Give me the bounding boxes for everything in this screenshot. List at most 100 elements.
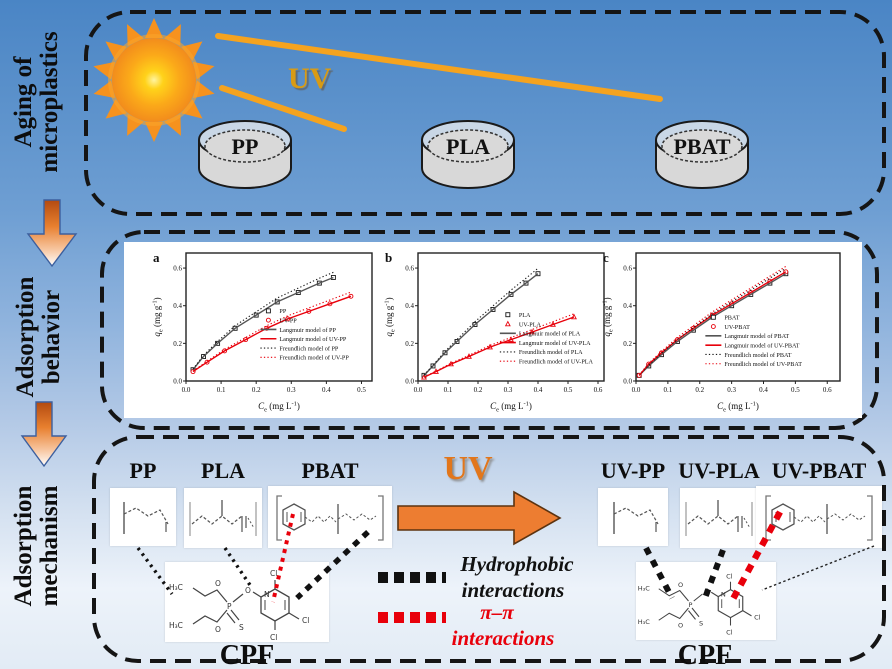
svg-text:0.6: 0.6	[623, 264, 632, 272]
chart-c-pbat-isotherm: 0.0 0.1 0.2 0.3 0.4 0.5 0.6 0.0 0.2 0.4 0.6 Ce (mg …	[602, 250, 841, 414]
svg-text:0.1: 0.1	[664, 386, 673, 394]
section-label-behavior: Adsorption behavior	[12, 247, 71, 427]
atom-cl: Cl	[726, 572, 733, 580]
uv-ray-long	[215, 33, 663, 102]
mechanism-panel-border	[92, 435, 886, 663]
svg-text:0.0: 0.0	[414, 386, 423, 394]
pp-structure-box	[110, 488, 176, 546]
mechanism-label-line2: mechanism	[36, 485, 64, 607]
svg-text:b: b	[385, 250, 392, 265]
svg-text:UV-PP: UV-PP	[279, 317, 297, 324]
svg-text:0.3: 0.3	[287, 386, 296, 394]
atom-s: S	[239, 623, 244, 632]
atom-h3c: H₃C	[638, 585, 651, 593]
atom-n: N	[721, 591, 726, 599]
dish-label-pla: PLA	[446, 134, 490, 159]
charts-panel: 0.0 0.1 0.2 0.3 0.4 0.5 0.0 0.2 0.4 0.6 Ce (mg L-1…	[124, 242, 862, 418]
atom-p: P	[689, 601, 693, 609]
pla-structure-box	[184, 488, 262, 548]
svg-text:Freundlich model of UV-PBAT: Freundlich model of UV-PBAT	[724, 361, 802, 368]
atom-cl: Cl	[270, 569, 277, 578]
svg-text:0.6: 0.6	[823, 386, 832, 394]
uv-pp-label: UV-PP	[600, 458, 666, 483]
svg-text:Langmuir model of PP: Langmuir model of PP	[279, 327, 336, 334]
pla-label: PLA	[201, 458, 245, 483]
atom-cl: Cl	[270, 633, 277, 642]
atom-cl: Cl	[302, 616, 309, 625]
uv-pbat-structure-drawing	[765, 495, 873, 541]
svg-text:Langmuir model of PBAT: Langmuir model of PBAT	[724, 333, 789, 340]
svg-text:0.4: 0.4	[173, 302, 182, 310]
cpf-structure-drawing-left: H₃C H₃C O O P S O N Cl Cl Cl	[169, 569, 309, 642]
svg-text:Freundlich model of UV-PP: Freundlich model of UV-PP	[279, 355, 349, 362]
dish-label-pp: PP	[232, 134, 259, 159]
sun-icon	[91, 18, 217, 142]
pbat-label: PBAT	[301, 458, 359, 483]
cpf-label-right: CPF	[677, 640, 733, 669]
pi-pi-interaction-swatch	[378, 612, 446, 623]
pp-label: PP	[129, 458, 157, 483]
atom-o: O	[704, 587, 709, 595]
svg-text:UV-PBAT: UV-PBAT	[724, 324, 750, 331]
svg-text:0.6: 0.6	[594, 386, 603, 394]
svg-text:0.0: 0.0	[182, 386, 191, 394]
svg-text:c: c	[603, 250, 609, 265]
uv-label-top: UV	[288, 62, 332, 95]
atom-h3c: H₃C	[638, 618, 651, 626]
svg-text:0.3: 0.3	[727, 386, 736, 394]
atom-h3c: H₃C	[169, 583, 183, 592]
svg-text:Langmuir model of UV-PBAT: Langmuir model of UV-PBAT	[724, 342, 799, 349]
svg-text:Langmuir model of UV-PP: Langmuir model of UV-PP	[279, 336, 347, 343]
svg-text:0.0: 0.0	[623, 377, 632, 385]
svg-text:0.1: 0.1	[444, 386, 453, 394]
svg-text:0.4: 0.4	[322, 386, 331, 394]
atom-o: O	[215, 579, 221, 588]
hydrophobic-interaction-swatch	[378, 572, 446, 583]
svg-text:0.6: 0.6	[405, 264, 414, 272]
svg-text:Langmuir model of PLA: Langmuir model of PLA	[519, 331, 581, 338]
svg-text:a: a	[153, 250, 160, 265]
svg-text:PLA: PLA	[519, 312, 531, 319]
svg-text:Ce (mg L-1): Ce (mg L-1)	[717, 401, 759, 414]
atom-p: P	[227, 602, 232, 611]
aging-label-line1: Aging of	[10, 56, 37, 148]
behavior-label-line1: Adsorption	[12, 276, 39, 398]
svg-text:0.2: 0.2	[474, 386, 483, 394]
svg-text:0.5: 0.5	[791, 386, 800, 394]
atom-s: S	[699, 620, 703, 628]
uv-pbat-structure-box	[756, 486, 882, 548]
svg-text:Ce (mg L-1): Ce (mg L-1)	[490, 401, 532, 414]
chart-a-pp-isotherm: 0.0 0.1 0.2 0.3 0.4 0.5 0.0 0.2 0.4 0.6 Ce (mg L-1…	[152, 250, 373, 414]
svg-text:0.2: 0.2	[623, 340, 632, 348]
behavior-panel-border	[100, 230, 879, 430]
svg-text:0.0: 0.0	[405, 377, 414, 385]
mechanism-label-line1: Adsorption	[10, 485, 37, 607]
section-label-mechanism: Adsorption mechanism	[10, 451, 69, 641]
atom-o: O	[245, 586, 251, 595]
svg-text:Freundlich model of PP: Freundlich model of PP	[279, 345, 339, 352]
svg-text:0.5: 0.5	[357, 386, 366, 394]
hydrophobic-legend-line2: interactions	[461, 578, 565, 602]
svg-text:0.4: 0.4	[405, 302, 414, 310]
atom-n: N	[264, 590, 270, 599]
svg-text:0.3: 0.3	[504, 386, 513, 394]
atom-h3c: H₃C	[169, 621, 183, 630]
svg-text:0.2: 0.2	[252, 386, 261, 394]
svg-text:Freundlich model of PLA: Freundlich model of PLA	[519, 349, 583, 356]
atom-o: O	[215, 625, 221, 634]
uv-pla-structure-box	[680, 488, 758, 548]
cpf-structure-drawing-right: H₃C H₃C O O P S O N Cl Cl Cl	[638, 572, 761, 636]
svg-text:Ce (mg L-1): Ce (mg L-1)	[258, 401, 300, 414]
atom-cl: Cl	[726, 628, 733, 636]
pbat-structure-drawing	[276, 495, 384, 541]
cpf-label-left: CPF	[219, 640, 275, 669]
svg-text:qe (mg g-1): qe (mg g-1)	[384, 297, 397, 336]
dish-sample	[204, 129, 286, 163]
uv-pla-label: UV-PLA	[678, 458, 760, 483]
svg-text:0.1: 0.1	[217, 386, 226, 394]
flow-arrow-2	[20, 401, 68, 468]
flow-arrow-1	[26, 199, 78, 268]
dish-sample	[427, 129, 509, 163]
